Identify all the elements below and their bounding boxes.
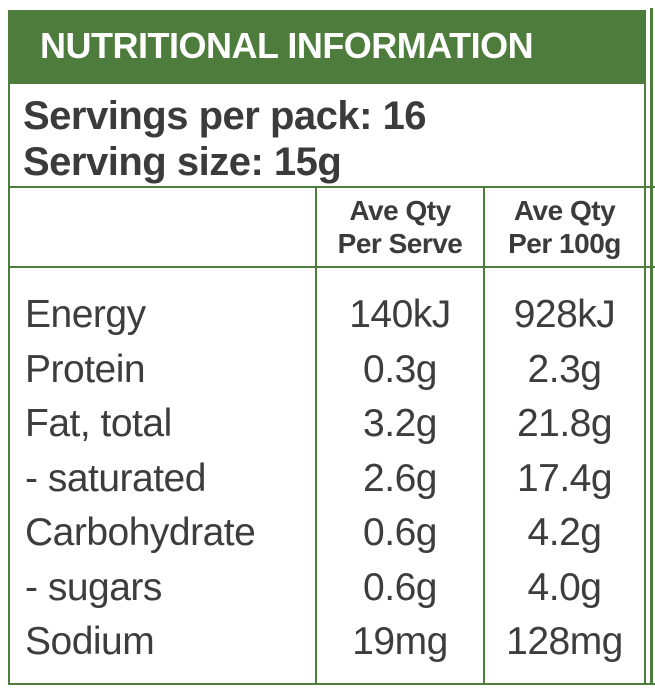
nutrient-label: Energy bbox=[25, 293, 146, 336]
per-100g-value: 2.3g bbox=[527, 347, 602, 391]
per-100g-header-line1: Ave Qty bbox=[513, 195, 616, 226]
per-serve-value: 19mg bbox=[352, 620, 448, 663]
per-100g-value: 128mg bbox=[506, 620, 623, 663]
per-100g-header-line2: Per 100g bbox=[508, 228, 621, 259]
cropped-adjacent-row-divider bbox=[643, 682, 655, 685]
per-100g-value: 17.4g bbox=[516, 456, 613, 500]
panel-title-bar: NUTRITIONAL INFORMATION bbox=[8, 10, 646, 82]
serving-size-label: Serving size: bbox=[23, 140, 264, 184]
per-serve-header-line2: Per Serve bbox=[337, 228, 463, 259]
servings-per-pack-value: 16 bbox=[382, 94, 427, 138]
per-serve-value: 0.3g bbox=[363, 347, 437, 391]
panel-title: NUTRITIONAL INFORMATION bbox=[40, 25, 534, 66]
nutrition-panel: NUTRITIONAL INFORMATION Servings per pac… bbox=[8, 10, 646, 685]
per-serve-value: 0.6g bbox=[363, 565, 437, 609]
cropped-adjacent-row-divider bbox=[643, 265, 655, 268]
per-serve-value: 140kJ bbox=[349, 293, 451, 336]
column-header-per-100g: Ave Qty Per 100g bbox=[483, 188, 644, 266]
serving-size-line: Serving size: 15g bbox=[23, 139, 644, 185]
servings-per-pack-label: Servings per pack: bbox=[23, 94, 372, 138]
table-header-row: Ave Qty Per Serve Ave Qty Per 100g bbox=[8, 188, 646, 268]
nutrient-label: Sodium bbox=[25, 620, 155, 663]
per-100g-value: 4.2g bbox=[527, 511, 602, 554]
per-serve-header-line1: Ave Qty bbox=[349, 195, 451, 226]
serving-size-value: 15g bbox=[273, 140, 342, 184]
per-100g-values-column: 928kJ 2.3g 21.8g 17.4g 4.2g 4.0g 128mg bbox=[483, 268, 644, 683]
header-nutrient-spacer bbox=[10, 188, 315, 266]
per-serve-values-column: 140kJ 0.3g 3.2g 2.6g 0.6g 0.6g 19mg bbox=[315, 268, 483, 683]
serving-info-section: Servings per pack: 16 Serving size: 15g bbox=[8, 82, 646, 188]
per-serve-value: 3.2g bbox=[363, 402, 437, 445]
per-serve-value: 0.6g bbox=[363, 511, 437, 554]
per-100g-value: 928kJ bbox=[513, 293, 616, 336]
nutrient-label: - saturated bbox=[25, 456, 206, 500]
table-body: Energy Protein Fat, total - saturated Ca… bbox=[8, 268, 646, 685]
cropped-adjacent-column-border bbox=[650, 8, 653, 685]
per-100g-value: 4.0g bbox=[527, 565, 602, 609]
nutrient-label: Fat, total bbox=[25, 402, 172, 445]
nutrient-label: - sugars bbox=[25, 565, 162, 609]
nutrient-label: Carbohydrate bbox=[25, 511, 256, 554]
cropped-adjacent-row-divider bbox=[643, 185, 655, 188]
per-serve-value: 2.6g bbox=[363, 456, 437, 500]
nutrient-label: Protein bbox=[25, 347, 146, 391]
column-header-per-serve: Ave Qty Per Serve bbox=[315, 188, 483, 266]
servings-per-pack-line: Servings per pack: 16 bbox=[23, 93, 644, 139]
nutrient-labels-column: Energy Protein Fat, total - saturated Ca… bbox=[10, 268, 315, 683]
per-100g-value: 21.8g bbox=[516, 402, 613, 445]
